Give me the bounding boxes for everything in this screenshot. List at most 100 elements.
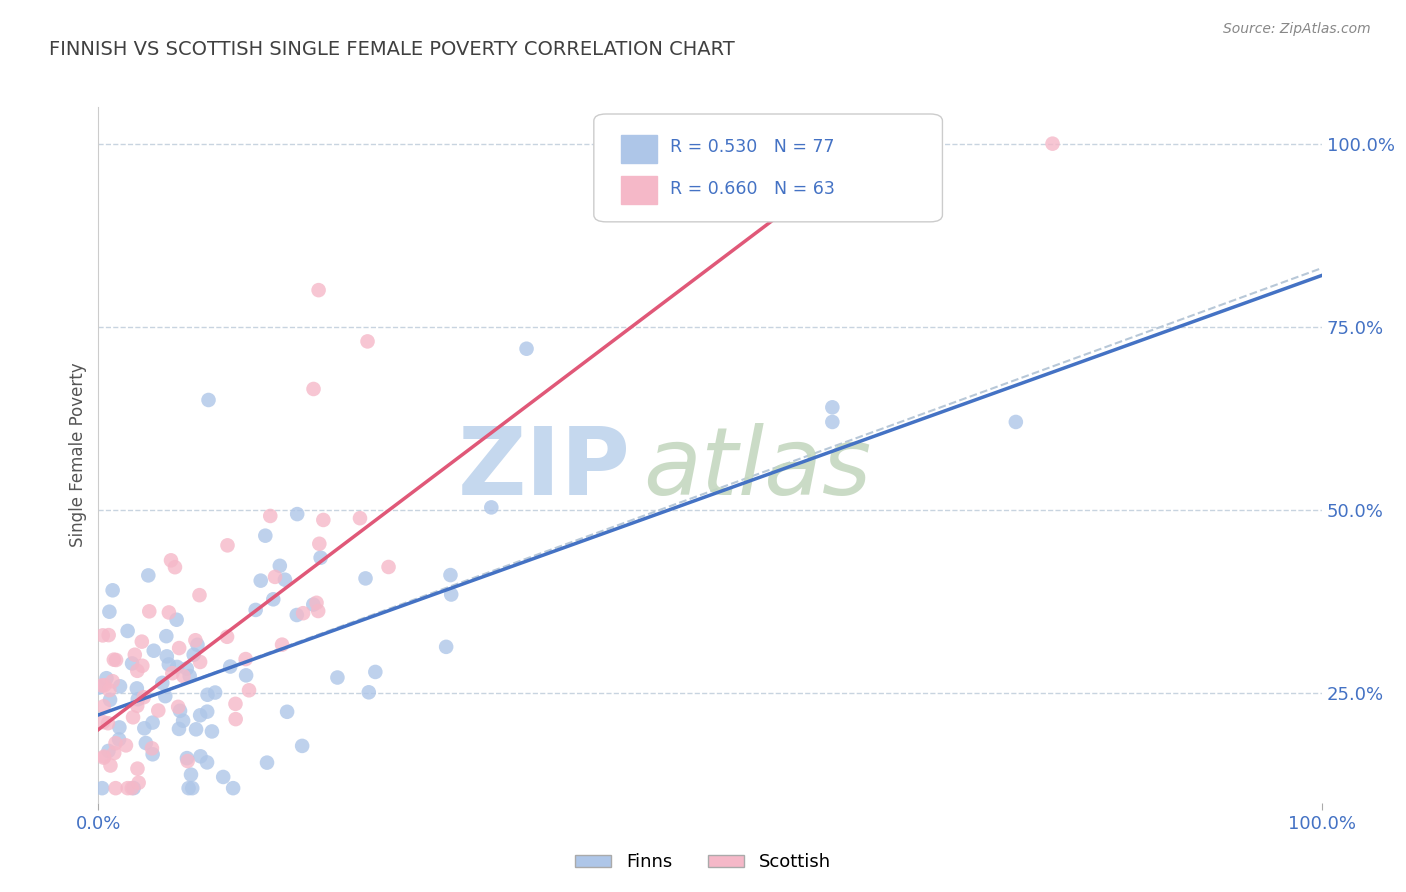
Point bbox=[204, 685, 226, 699]
Point bbox=[307, 604, 329, 618]
Text: R = 0.530   N = 77: R = 0.530 N = 77 bbox=[669, 138, 834, 156]
Point bbox=[302, 382, 325, 396]
Point bbox=[309, 550, 332, 565]
Point bbox=[134, 721, 156, 735]
Text: FINNISH VS SCOTTISH SINGLE FEMALE POVERTY CORRELATION CHART: FINNISH VS SCOTTISH SINGLE FEMALE POVERT… bbox=[49, 40, 735, 59]
Point bbox=[222, 781, 245, 796]
Point bbox=[97, 744, 120, 758]
Point bbox=[515, 342, 537, 356]
Point bbox=[142, 715, 165, 730]
Text: atlas: atlas bbox=[643, 424, 870, 515]
Point bbox=[93, 749, 115, 764]
FancyBboxPatch shape bbox=[593, 114, 942, 222]
Point bbox=[150, 676, 173, 690]
Point bbox=[100, 758, 122, 772]
Point bbox=[163, 560, 186, 574]
Point bbox=[326, 671, 349, 685]
Point bbox=[285, 607, 308, 622]
Point bbox=[254, 529, 277, 543]
Point bbox=[128, 775, 150, 789]
Text: R = 0.660   N = 63: R = 0.660 N = 63 bbox=[669, 179, 835, 198]
Point bbox=[87, 681, 110, 695]
Point bbox=[148, 704, 170, 718]
Point bbox=[117, 781, 139, 796]
Point bbox=[271, 638, 294, 652]
Point bbox=[292, 606, 315, 620]
Bar bbox=[620, 135, 658, 162]
Point bbox=[90, 678, 112, 692]
Point bbox=[103, 746, 125, 760]
Point bbox=[197, 688, 219, 702]
Point bbox=[291, 739, 314, 753]
Point bbox=[190, 749, 212, 764]
Point bbox=[93, 678, 115, 692]
Point bbox=[142, 747, 165, 762]
Point bbox=[377, 560, 399, 574]
Point bbox=[256, 756, 278, 770]
Point bbox=[91, 628, 114, 642]
Point bbox=[166, 613, 188, 627]
Y-axis label: Single Female Poverty: Single Female Poverty bbox=[69, 363, 87, 547]
Point bbox=[108, 732, 131, 747]
Point bbox=[127, 698, 149, 713]
Point bbox=[101, 583, 124, 598]
Point bbox=[121, 781, 143, 796]
Point bbox=[156, 649, 179, 664]
Point bbox=[141, 741, 163, 756]
Point bbox=[101, 674, 124, 689]
Point bbox=[285, 507, 308, 521]
Point bbox=[821, 415, 844, 429]
Point bbox=[235, 652, 257, 666]
Point bbox=[131, 634, 153, 648]
Point bbox=[434, 640, 457, 654]
Point bbox=[821, 401, 844, 415]
Point bbox=[97, 716, 120, 731]
Point bbox=[179, 669, 201, 683]
Point bbox=[1042, 136, 1064, 151]
Point bbox=[122, 710, 145, 724]
Point bbox=[188, 708, 211, 723]
Point bbox=[245, 603, 267, 617]
Point bbox=[96, 671, 118, 685]
Point bbox=[183, 648, 205, 662]
Point bbox=[108, 679, 131, 693]
Point bbox=[259, 508, 281, 523]
Point bbox=[188, 655, 211, 669]
Point bbox=[305, 596, 328, 610]
Point bbox=[166, 660, 188, 674]
Point bbox=[354, 571, 377, 585]
Point bbox=[132, 690, 155, 705]
Point bbox=[155, 629, 177, 643]
Point bbox=[184, 723, 207, 737]
Point bbox=[121, 657, 143, 671]
Point bbox=[262, 592, 284, 607]
Point bbox=[155, 689, 177, 703]
Point bbox=[479, 500, 502, 515]
Point bbox=[104, 781, 127, 796]
Point bbox=[249, 574, 271, 588]
Point bbox=[356, 334, 378, 349]
Point bbox=[160, 553, 183, 567]
Point bbox=[91, 781, 114, 796]
Point bbox=[195, 705, 218, 719]
Point bbox=[108, 720, 131, 734]
Point bbox=[97, 628, 120, 642]
Point bbox=[186, 638, 208, 652]
Point bbox=[440, 587, 463, 601]
Point bbox=[91, 715, 114, 730]
Point bbox=[172, 714, 194, 728]
Point bbox=[217, 538, 239, 552]
Point bbox=[276, 705, 298, 719]
Point bbox=[364, 665, 387, 679]
Point bbox=[197, 392, 219, 407]
Point bbox=[125, 681, 148, 696]
Point bbox=[162, 666, 184, 681]
Bar bbox=[620, 176, 658, 204]
Point bbox=[127, 664, 149, 678]
Point bbox=[172, 669, 194, 683]
Point bbox=[188, 588, 211, 602]
Point bbox=[93, 750, 115, 764]
Point bbox=[98, 683, 121, 698]
Point bbox=[349, 511, 371, 525]
Point bbox=[169, 704, 191, 718]
